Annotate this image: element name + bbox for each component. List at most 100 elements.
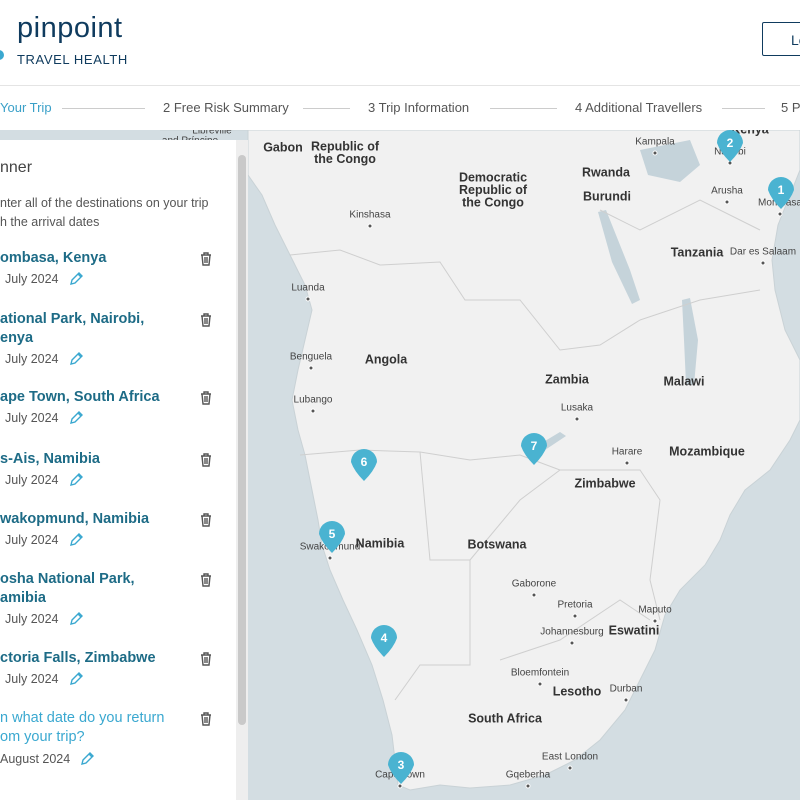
map-marker[interactable]: 3	[388, 752, 414, 784]
destination-name: wakopmund, Namibia	[0, 511, 150, 527]
delete-icon[interactable]	[200, 573, 212, 587]
delete-icon[interactable]	[200, 712, 212, 726]
destination-date: July 2024	[5, 351, 84, 366]
step-separator	[722, 108, 765, 109]
edit-glyph	[69, 533, 83, 546]
map-marker[interactable]: 6	[351, 449, 377, 481]
edit-glyph	[81, 752, 95, 765]
destination-date: July 2024	[5, 410, 84, 425]
marker-number: 7	[531, 439, 538, 453]
scroll-thumb[interactable]	[238, 155, 246, 725]
planner-title: nner	[0, 159, 33, 176]
edit-icon[interactable]	[69, 472, 84, 487]
country-label: Republic of	[311, 139, 380, 153]
map-label: Zimbabwe	[574, 476, 635, 490]
return-question: om your trip?	[0, 729, 85, 745]
country-label: Gabon	[263, 140, 303, 154]
return-date: August 2024	[0, 751, 95, 766]
delete-icon[interactable]	[200, 313, 212, 327]
map-marker[interactable]: 5	[319, 521, 345, 553]
map-label: Zambia	[545, 372, 590, 386]
country-label: the Congo	[314, 152, 376, 166]
city-label: Bloemfontein	[511, 668, 569, 679]
city-label: Luanda	[291, 283, 325, 294]
city-dot	[574, 416, 580, 422]
marker-pin	[371, 625, 397, 657]
return-question: n what date do you return	[0, 710, 165, 726]
map-label: Johannesburg	[540, 627, 604, 646]
delete-icon[interactable]	[200, 453, 212, 467]
country-label: Democratic	[459, 170, 527, 184]
city-label: Libreville	[192, 126, 232, 137]
destination-date: July 2024	[5, 472, 84, 487]
map-label: Gabon	[263, 140, 303, 154]
step-separator	[303, 108, 350, 109]
city-label: Johannesburg	[540, 627, 603, 638]
map-label: Malawi	[664, 374, 705, 388]
marker-pin	[351, 449, 377, 481]
country-label: the Congo	[462, 195, 524, 209]
city-label: Gaborone	[512, 579, 557, 590]
destination-name: enya	[0, 330, 34, 346]
step[interactable]: 5 P	[781, 100, 800, 115]
map-label: Pretoria	[557, 600, 593, 619]
destination-date: July 2024	[5, 271, 84, 286]
step-separator	[62, 108, 145, 109]
edit-glyph	[69, 352, 83, 365]
login-button[interactable]: Lo	[762, 22, 800, 56]
step[interactable]: Your Trip	[0, 100, 52, 115]
country-label: Zambia	[545, 372, 590, 386]
marker-number: 1	[778, 183, 785, 197]
trip-planner: nner nter all of the destinations on your…	[0, 140, 236, 800]
city-label: Harare	[612, 447, 643, 458]
city-label: Lubango	[294, 395, 333, 406]
map-label: South Africa	[468, 711, 543, 725]
step[interactable]: 3 Trip Information	[368, 100, 470, 115]
delete-glyph	[201, 573, 211, 587]
map-marker[interactable]: 2	[717, 130, 743, 162]
date-text: July 2024	[5, 351, 59, 366]
city-dot	[724, 199, 730, 205]
delete-glyph	[201, 313, 211, 327]
edit-icon[interactable]	[69, 532, 84, 547]
destination-name: ctoria Falls, Zimbabwe	[0, 650, 156, 666]
edit-icon[interactable]	[69, 671, 84, 686]
destination-name: ational Park, Nairobi,	[0, 311, 145, 327]
map-label: Tanzania	[671, 245, 725, 259]
map-marker[interactable]: 1	[768, 177, 794, 209]
step[interactable]: 4 Additional Travellers	[575, 100, 703, 115]
country-label: Malawi	[664, 374, 705, 388]
city-label: Arusha	[711, 186, 743, 197]
map-marker[interactable]: 4	[371, 625, 397, 657]
edit-icon[interactable]	[80, 751, 95, 766]
marker-pin	[717, 130, 743, 162]
map-label: Bloemfontein	[511, 668, 569, 687]
map-label: Kinshasa	[349, 210, 391, 229]
edit-glyph	[69, 473, 83, 486]
city-label: Benguela	[290, 352, 333, 363]
map-label: Kampala	[635, 137, 675, 156]
map-label: Burundi	[583, 189, 631, 203]
scrollbar[interactable]	[236, 140, 248, 800]
city-dot	[531, 592, 537, 598]
country-label: Botswana	[467, 537, 527, 551]
map-marker[interactable]: 7	[521, 433, 547, 465]
edit-glyph	[69, 672, 83, 685]
edit-icon[interactable]	[69, 611, 84, 626]
destination-name: ape Town, South Africa	[0, 389, 160, 405]
delete-icon[interactable]	[200, 252, 212, 266]
instruction: h the arrival dates	[0, 215, 100, 229]
edit-icon[interactable]	[69, 271, 84, 286]
map-label: Durban	[610, 684, 642, 703]
edit-icon[interactable]	[69, 351, 84, 366]
header: pinpoint TRAVEL HEALTH Lo	[0, 0, 800, 86]
delete-icon[interactable]	[200, 391, 212, 405]
country-label: South Africa	[468, 711, 543, 725]
step[interactable]: 2 Free Risk Summary	[163, 100, 289, 115]
edit-icon[interactable]	[69, 410, 84, 425]
delete-icon[interactable]	[200, 652, 212, 666]
city-dot	[525, 783, 531, 789]
map-label: Dar es Salaam	[730, 247, 796, 266]
city-dot	[310, 408, 316, 414]
delete-icon[interactable]	[200, 513, 212, 527]
